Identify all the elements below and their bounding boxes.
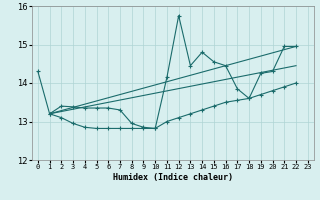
X-axis label: Humidex (Indice chaleur): Humidex (Indice chaleur) [113, 173, 233, 182]
